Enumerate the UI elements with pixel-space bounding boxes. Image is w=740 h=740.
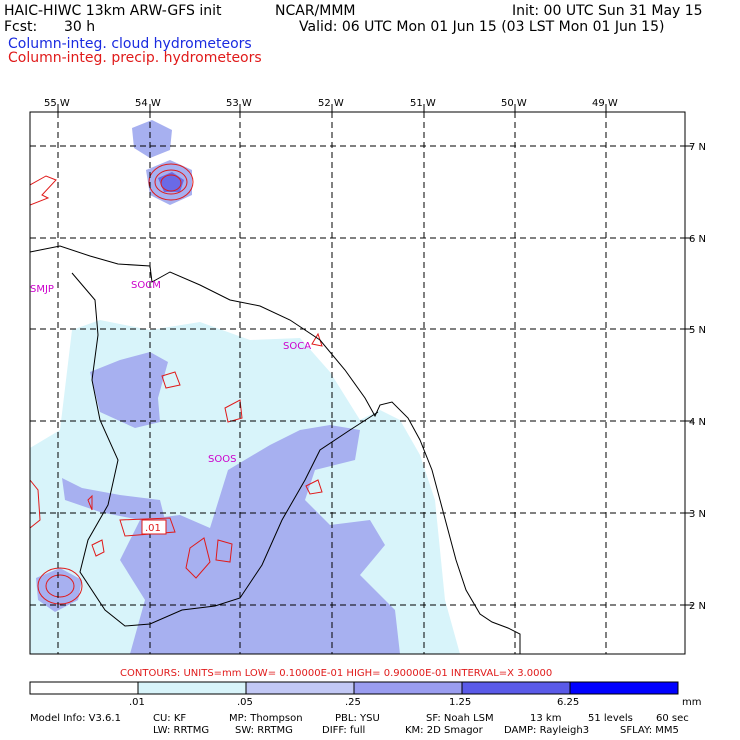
model-info: SW: RRTMG xyxy=(235,725,293,736)
model-info: KM: 2D Smagor xyxy=(405,725,484,736)
model-info: 13 km xyxy=(530,713,561,724)
station-label: SOCM xyxy=(131,280,161,291)
init-time: Init: 00 UTC Sun 31 May 15 xyxy=(512,3,703,19)
colorbar-unit: mm xyxy=(682,697,701,708)
model-info: 51 levels xyxy=(588,713,633,724)
colorbar-tick: 1.25 xyxy=(449,697,471,708)
lon-label: 55 W xyxy=(44,98,70,109)
contour-value-label: .01 xyxy=(145,523,161,534)
colorbar-tick: 6.25 xyxy=(557,697,579,708)
model-info: CU: KF xyxy=(153,713,186,724)
colorbar-tick: .05 xyxy=(237,697,253,708)
lon-label: 51 W xyxy=(410,98,436,109)
model-title: HAIC-HIWC 13km ARW-GFS init xyxy=(4,3,222,19)
coastline xyxy=(29,245,521,654)
cloud-field-mid-2 xyxy=(120,425,400,654)
colorbar-tick: .25 xyxy=(345,697,361,708)
model-info: SFLAY: MM5 xyxy=(620,725,679,736)
colorbar-tick: .01 xyxy=(129,697,145,708)
lon-label: 52 W xyxy=(318,98,344,109)
precip-contours xyxy=(30,163,323,605)
model-info: Model Info: V3.6.1 xyxy=(30,713,121,724)
lat-label: 7 N xyxy=(689,142,706,153)
model-info: LW: RRTMG xyxy=(153,725,209,736)
lat-label: 2 N xyxy=(689,601,706,612)
model-info: DIFF: full xyxy=(322,725,365,736)
model-info: MP: Thompson xyxy=(229,713,303,724)
lat-label: 4 N xyxy=(689,417,706,428)
cloud-field-mid xyxy=(90,352,168,428)
border-west xyxy=(71,272,379,627)
cloud-field-mid-4 xyxy=(132,120,172,158)
cloud-field-light-3 xyxy=(230,418,248,442)
lon-label: 54 W xyxy=(135,98,161,109)
axis-ticks xyxy=(57,104,693,606)
model-info: DAMP: Rayleigh3 xyxy=(504,725,589,736)
contours-info: CONTOURS: UNITS=mm LOW= 0.10000E-01 HIGH… xyxy=(120,668,552,679)
forecast-label: Fcst: xyxy=(4,19,38,35)
lat-label: 6 N xyxy=(689,234,706,245)
station-label: SMJP xyxy=(30,284,54,295)
lon-label: 49 W xyxy=(592,98,618,109)
field2-label: Column-integ. precip. hydrometeors xyxy=(8,50,262,66)
lat-label: 3 N xyxy=(689,509,706,520)
cloud-field-mid-3 xyxy=(62,478,165,520)
lon-label: 50 W xyxy=(501,98,527,109)
station-label: SOCA xyxy=(283,341,311,352)
lon-label: 53 W xyxy=(226,98,252,109)
lat-lon-grid xyxy=(30,112,685,654)
field1-label: Column-integ. cloud hydrometeors xyxy=(8,36,252,52)
forecast-value: 30 h xyxy=(64,19,96,35)
map-frame xyxy=(29,111,686,655)
station-label: SOOS xyxy=(208,454,236,465)
shaded-fields xyxy=(30,120,460,654)
valid-time: Valid: 06 UTC Mon 01 Jun 15 (03 LST Mon … xyxy=(299,19,665,35)
lat-label: 5 N xyxy=(689,325,706,336)
contour-value-box xyxy=(141,519,167,535)
org-label: NCAR/MMM xyxy=(275,3,356,19)
colorbar xyxy=(29,681,679,695)
model-info: PBL: YSU xyxy=(335,713,380,724)
model-info: 60 sec xyxy=(656,713,689,724)
model-info: SF: Noah LSM xyxy=(426,713,494,724)
